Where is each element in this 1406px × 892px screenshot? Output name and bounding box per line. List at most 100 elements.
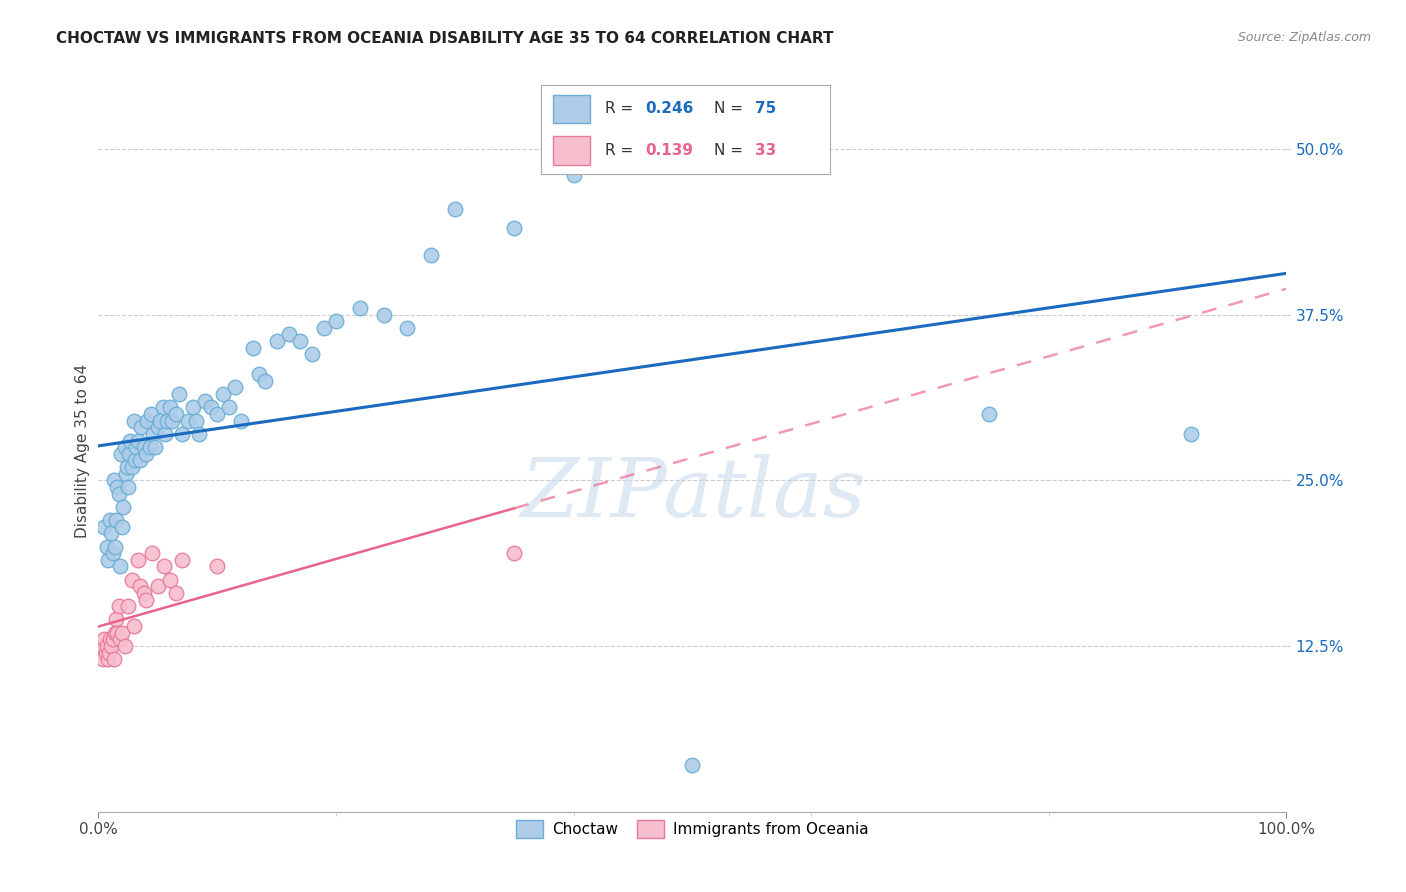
- Point: [167, 387, 190, 401]
- Point: [153, 426, 176, 441]
- Point: [373, 308, 395, 322]
- Point: [136, 414, 159, 428]
- Point: [118, 447, 141, 461]
- Y-axis label: Disability Age 35 to 64: Disability Age 35 to 64: [75, 363, 90, 538]
- Point: [681, 758, 703, 772]
- Point: [122, 414, 145, 428]
- Point: [141, 546, 163, 560]
- Point: [290, 334, 312, 348]
- Point: [194, 393, 217, 408]
- Point: [97, 652, 120, 666]
- Point: [132, 440, 155, 454]
- Point: [93, 519, 115, 533]
- Point: [129, 579, 152, 593]
- Point: [349, 301, 371, 315]
- Point: [1180, 426, 1202, 441]
- Point: [146, 420, 169, 434]
- Point: [112, 500, 135, 514]
- Point: [444, 202, 467, 216]
- Point: [152, 401, 174, 415]
- Point: [170, 553, 193, 567]
- Point: [96, 540, 118, 554]
- Point: [115, 460, 138, 475]
- Point: [127, 553, 149, 567]
- Text: R =: R =: [605, 102, 638, 116]
- Point: [152, 559, 174, 574]
- Point: [135, 447, 157, 461]
- Point: [170, 426, 193, 441]
- Point: [156, 414, 179, 428]
- Point: [104, 540, 127, 554]
- Point: [562, 169, 585, 183]
- Point: [117, 480, 139, 494]
- Point: [266, 334, 288, 348]
- Point: [129, 420, 152, 434]
- Point: [97, 553, 120, 567]
- Text: 0.246: 0.246: [645, 102, 693, 116]
- Point: [105, 612, 128, 626]
- Bar: [553, 136, 591, 165]
- Point: [139, 407, 162, 421]
- Point: [212, 387, 235, 401]
- Point: [146, 579, 169, 593]
- Point: [107, 480, 129, 494]
- Point: [121, 460, 143, 475]
- Point: [110, 447, 132, 461]
- Point: [107, 599, 129, 614]
- Point: [207, 407, 229, 421]
- Point: [101, 632, 124, 647]
- Point: [114, 467, 136, 481]
- Point: [91, 652, 114, 666]
- Text: 75: 75: [755, 102, 776, 116]
- Point: [159, 401, 181, 415]
- Point: [94, 646, 117, 660]
- Point: [96, 639, 118, 653]
- Point: [200, 401, 222, 415]
- Point: [111, 625, 134, 640]
- Text: N =: N =: [714, 102, 748, 116]
- Point: [91, 639, 114, 653]
- Point: [101, 546, 124, 560]
- Point: [107, 486, 129, 500]
- Point: [104, 625, 127, 640]
- Point: [122, 619, 145, 633]
- Point: [242, 341, 264, 355]
- Point: [114, 639, 136, 653]
- Point: [160, 414, 183, 428]
- Text: ZIPatlas: ZIPatlas: [520, 454, 865, 533]
- Point: [117, 599, 139, 614]
- Point: [108, 559, 131, 574]
- Point: [135, 592, 157, 607]
- Point: [129, 453, 152, 467]
- Point: [184, 414, 207, 428]
- Point: [98, 513, 121, 527]
- Point: [979, 407, 1001, 421]
- Point: [98, 632, 121, 647]
- Point: [503, 546, 526, 560]
- Point: [120, 434, 142, 448]
- Point: [218, 401, 240, 415]
- Bar: [553, 95, 591, 123]
- Point: [165, 407, 187, 421]
- Point: [103, 652, 125, 666]
- Point: [420, 248, 443, 262]
- Point: [253, 374, 276, 388]
- Point: [107, 625, 129, 640]
- Point: [125, 440, 148, 454]
- Point: [124, 453, 146, 467]
- Point: [224, 380, 246, 394]
- Point: [247, 368, 270, 382]
- Point: [503, 221, 526, 235]
- Text: 33: 33: [755, 144, 776, 158]
- Point: [159, 573, 181, 587]
- Point: [142, 426, 165, 441]
- Text: N =: N =: [714, 144, 748, 158]
- Point: [105, 513, 128, 527]
- Point: [100, 639, 122, 653]
- Point: [98, 646, 121, 660]
- Point: [229, 414, 252, 428]
- Point: [149, 414, 172, 428]
- Point: [325, 314, 347, 328]
- Point: [314, 321, 336, 335]
- Point: [103, 473, 125, 487]
